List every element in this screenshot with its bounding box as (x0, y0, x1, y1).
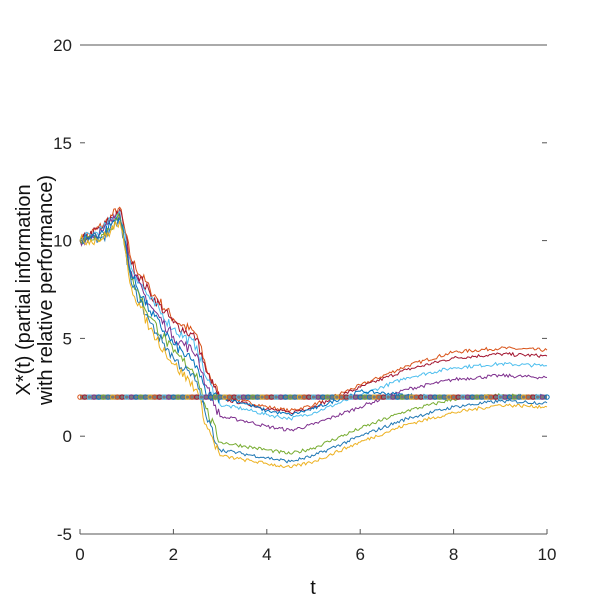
baseline-markers (77, 394, 550, 400)
series-line-4 (79, 213, 548, 432)
series-line-8 (79, 220, 548, 469)
x-tick-label: 10 (538, 545, 557, 564)
series-line-5 (79, 215, 548, 417)
series-lines (79, 206, 548, 469)
series-line-7 (79, 218, 548, 464)
y-axis-title-line-1: X*(t) (partial information (13, 184, 35, 395)
y-tick-label: 0 (63, 427, 72, 446)
x-tick-label: 0 (75, 545, 84, 564)
y-tick-label: -5 (57, 525, 72, 544)
series-line-2 (79, 208, 548, 414)
x-tick-label: 2 (169, 545, 178, 564)
x-tick-label: 4 (262, 545, 271, 564)
series-line-3 (79, 209, 548, 421)
x-axis-title: t (310, 577, 316, 599)
series-line-1 (79, 206, 548, 413)
y-tick-label: 20 (53, 36, 72, 55)
y-axis-title-line-2: with relative performance) (35, 175, 57, 406)
x-tick-label: 8 (449, 545, 458, 564)
baseline-marker (544, 394, 550, 400)
y-tick-label: 15 (53, 134, 72, 153)
series-line-6 (79, 212, 548, 455)
axes (79, 44, 548, 535)
x-tick-label: 6 (355, 545, 364, 564)
y-tick-label: 10 (53, 232, 72, 251)
y-tick-label: 5 (63, 329, 72, 348)
